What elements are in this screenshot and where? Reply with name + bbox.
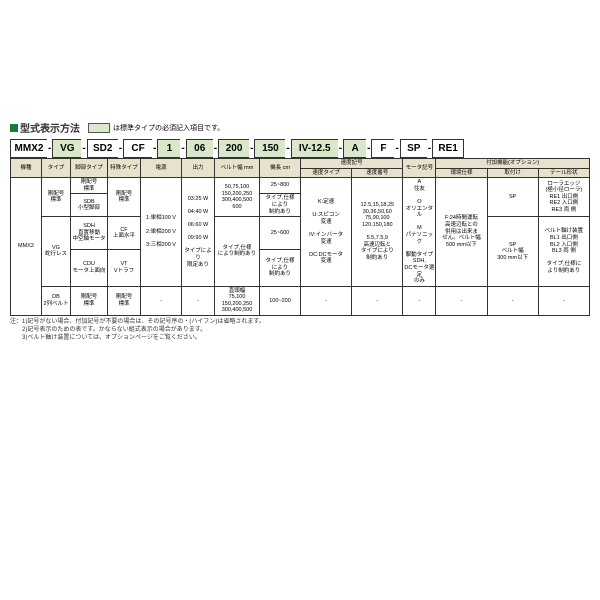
code-segment: F [371, 139, 394, 158]
cell-tori1: SP [487, 178, 538, 217]
cell-tori3: - [487, 286, 538, 315]
h-option: 付加機能(オプション) [436, 159, 590, 169]
h-kishu: 機種 [11, 159, 42, 178]
cell-motor: A住友OオリエンタルMパナソニック駆動タイプSDH,DCモータ選定のみ [403, 178, 436, 287]
h-leg: 脚部タイプ [71, 159, 108, 178]
cell-leg5: 剛配号標準 [71, 286, 108, 315]
cell-leg2: SDB小型脚部 [71, 194, 108, 217]
cell-dash2: - [182, 286, 215, 315]
cell-leg3: SDH直置移動中空軸モータ [71, 217, 108, 250]
model-code-row: MMX2-VG-SD2-CF-1-06-200-150-IV-12.5-A-F-… [10, 139, 590, 158]
cell-type3: DB2列ベルト [42, 286, 71, 315]
code-segment: VG [52, 139, 81, 158]
cell-spdt: K:定速U:スピコン変速IV:インバータ変速DC:DCモータ変速 [301, 178, 352, 287]
h-env: 環境仕様 [436, 168, 487, 178]
table-row: VG蛇行レス SDH直置移動中空軸モータ CF上面水平 タイプ,仕様により制約あ… [11, 217, 590, 250]
h-speed: 速度記号 [301, 159, 403, 169]
cell-sp2: CF上面水平 [108, 217, 141, 250]
cell-pw: 1:単相100 V2:単相200 V3:三相200 V [141, 178, 182, 287]
h-tori: 取付け [487, 168, 538, 178]
cell-tori2: SPベルト幅300 mm以下 [487, 217, 538, 287]
cell-belt1: 50,75,100150,200,250300,400,500600 [215, 178, 260, 217]
cell-sp4: 剛配号標準 [108, 286, 141, 315]
cell-type2: VG蛇行レス [42, 217, 71, 287]
code-segment: CF [123, 139, 152, 158]
code-segment: SP [400, 139, 427, 158]
legend-note: は標準タイプの必須記入項目です。 [113, 123, 224, 133]
header-row-1: 機種 タイプ 脚部タイプ 特殊タイプ 電源 出力 ベルト幅 mm 機長 cm 速… [11, 159, 590, 169]
cell-leg1: 剛配号標準 [71, 178, 108, 194]
h-out: 出力 [182, 159, 215, 178]
code-segment: IV-12.5 [291, 139, 338, 158]
h-len: 機長 cm [260, 159, 301, 178]
cell-env: F:24時間運転高速辺転との併用は出来ません。ベルト幅500 mm以下 [436, 178, 487, 287]
section-title: 型式表示方法 [20, 120, 80, 135]
note-2: 2)記号表示のための表です。かならない組式表示の場合があります。 [10, 327, 590, 335]
cell-belt2: タイプ,仕様により制約あり [215, 217, 260, 287]
cell-len2: タイプ,仕様により制約あり [260, 194, 301, 217]
cell-dash4: - [352, 286, 403, 315]
legend-box [88, 123, 110, 133]
cell-sp1: 剛配号標準 [108, 178, 141, 217]
h-spdtype: 速度タイプ [301, 168, 352, 178]
cell-tail1: ローラエッジ(極小径ローラ)RE1 出口側RE2 入口側RE3 両 側 [538, 178, 589, 217]
cell-dash3: - [301, 286, 352, 315]
code-segment: 06 [186, 139, 213, 158]
footnotes: 注：1)記号がない場合、付加記号が不要の場合は、その記号序の・(ハイフン)は省略… [10, 319, 590, 342]
cell-len5: 100~200 [260, 286, 301, 315]
table-row: MMX2 剛配号標準 剛配号標準 剛配号標準 1:単相100 V2:単相200 … [11, 178, 590, 194]
note-3: 3)ベルト軸け装置については、オプションページをご覧ください。 [10, 335, 590, 343]
square-icon [10, 124, 18, 132]
h-pw: 電源 [141, 159, 182, 178]
spec-table: 機種 タイプ 脚部タイプ 特殊タイプ 電源 出力 ベルト幅 mm 機長 cm 速… [10, 158, 590, 316]
code-segment: 200 [218, 139, 249, 158]
cell-dash5: - [403, 286, 436, 315]
h-spdno: 速度番号 [352, 168, 403, 178]
cell-leg4: CDUモータ上面向 [71, 250, 108, 287]
cell-spdn: 12.5,15,18,2530,36,50,6075,90,100120,150… [352, 178, 403, 287]
h-sp: 特殊タイプ [108, 159, 141, 178]
h-type: タイプ [42, 159, 71, 178]
h-motor: モータ記号 [403, 159, 436, 178]
cell-out: 03:25 W04:40 W06:60 W09:90 Wタイプにより限定あり [182, 178, 215, 287]
cell-len1: 25~800 [260, 178, 301, 194]
model-designation-container: 型式表示方法 は標準タイプの必須記入項目です。 MMX2-VG-SD2-CF-1… [10, 120, 590, 342]
code-segment: MMX2 [10, 139, 47, 158]
code-segment: RE1 [432, 139, 464, 158]
cell-belt3: 直頭幅75,100150,200,250300,400,500 [215, 286, 260, 315]
code-segment: 1 [157, 139, 180, 158]
code-segment: 150 [254, 139, 285, 158]
cell-kishu: MMX2 [11, 178, 42, 316]
cell-len3: 25~600 [260, 217, 301, 250]
cell-dash1: - [141, 286, 182, 315]
h-tail: テール形状 [538, 168, 589, 178]
code-segment: A [343, 139, 366, 158]
h-belt: ベルト幅 mm [215, 159, 260, 178]
cell-len4: タイプ,仕様により制約あり [260, 250, 301, 287]
cell-tail2: ベルト軸け装置BL1 出口側BL2 入口側BL3 両 側タイプ,仕様により制約あ… [538, 217, 589, 287]
cell-tail3: - [538, 286, 589, 315]
note-1: 注：1)記号がない場合、付加記号が不要の場合は、その記号序の・(ハイフン)は省略… [10, 319, 590, 327]
cell-sp3: VTVトラフ [108, 250, 141, 287]
code-segment: SD2 [87, 139, 118, 158]
cell-type1: 剛配号標準 [42, 178, 71, 217]
title-row: 型式表示方法 は標準タイプの必須記入項目です。 [10, 120, 590, 135]
table-row: DB2列ベルト 剛配号標準 剛配号標準 - - 直頭幅75,100150,200… [11, 286, 590, 315]
cell-env2: - [436, 286, 487, 315]
